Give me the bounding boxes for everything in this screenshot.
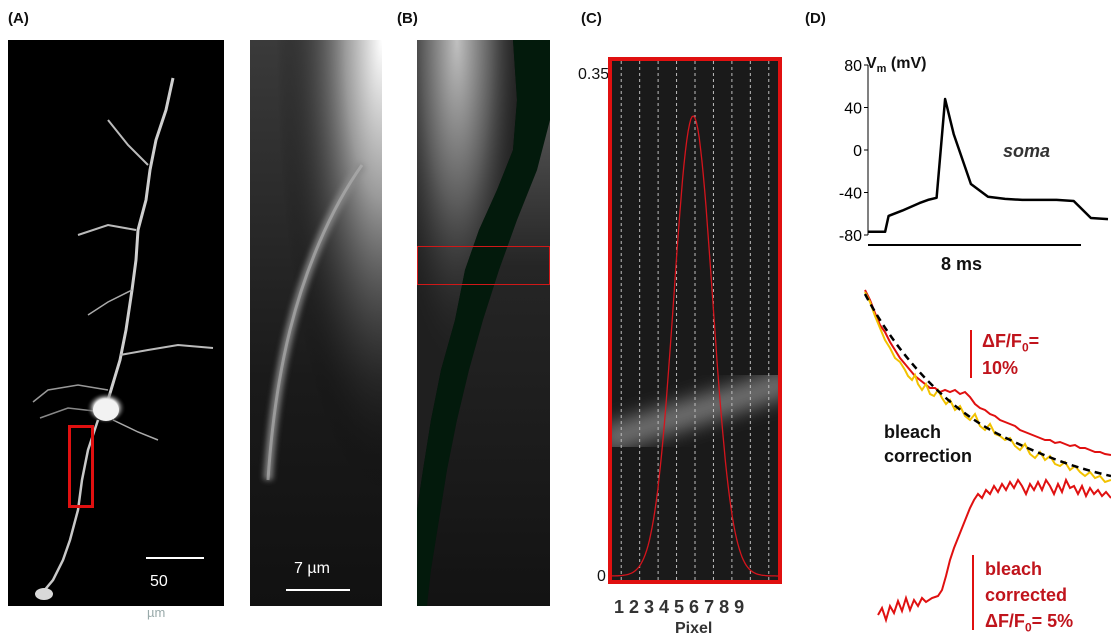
- scale-bar-unit: µm: [147, 605, 166, 620]
- scale-bar-line: [146, 557, 204, 559]
- red-corrected-trace: [877, 477, 1111, 624]
- profile-curve: [612, 115, 778, 577]
- df-top-sub: 0: [1021, 340, 1029, 355]
- red-raw-trace: [864, 289, 1111, 456]
- region-box: [68, 425, 94, 508]
- segmented-image: [417, 40, 550, 606]
- panel-label-b: (B): [397, 10, 418, 27]
- c-ytick-bottom: 0: [597, 568, 606, 585]
- df-top-b: =: [1028, 331, 1040, 351]
- bleach-corrected-label: bleach corrected ΔF/F0= 5%: [985, 556, 1073, 641]
- bleach-correction-label: bleach correction: [884, 420, 972, 468]
- d-ylabel-unit: (mV): [886, 55, 927, 72]
- vm-trace-line: [868, 97, 1109, 234]
- bc-line-3b: = 5%: [1031, 611, 1074, 631]
- bc-line-3sub: 0: [1024, 620, 1032, 635]
- panel-label-d: (D): [805, 10, 826, 27]
- scale-bar-2-line: [286, 589, 350, 591]
- pixel-profile-svg: [612, 61, 778, 580]
- pixel-profile-plot: [608, 57, 782, 584]
- y-tick-label: 80: [844, 58, 862, 75]
- panel-label-c: (C): [581, 10, 602, 27]
- neuron-image: 50: [8, 40, 224, 606]
- panel-label-a: (A): [8, 10, 29, 27]
- c-pixel-ticks: 1 2 3 4 5 6 7 8 9: [614, 597, 745, 617]
- y-tick-label: 0: [853, 143, 862, 160]
- bc-line-3a: ΔF/F: [985, 611, 1025, 631]
- zoomed-dendrite-image: 7 µm: [250, 40, 382, 606]
- bc-line-2: corrected: [985, 585, 1068, 605]
- df-label-top: ΔF/F0= 10%: [982, 331, 1039, 378]
- y-tick-label: -40: [839, 186, 862, 203]
- roi-box: [417, 246, 550, 285]
- bc-line-1: bleach: [985, 559, 1043, 579]
- c-xlabel: Pixel: [675, 620, 713, 637]
- y-tick-label: -80: [839, 228, 862, 245]
- scale-bar-2-label: 7 µm: [294, 560, 330, 577]
- bleach-fit-curve: [863, 293, 1111, 478]
- d-time-label: 8 ms: [941, 254, 983, 274]
- vm-chart: 80 40 0 -40 -80: [839, 58, 1109, 245]
- df-top-a: ΔF/F: [982, 331, 1022, 351]
- correction-word: correction: [884, 446, 973, 466]
- d-trace-label: soma: [1003, 141, 1051, 161]
- neuron-drawing: [32, 77, 214, 600]
- fluorescence-traces: [863, 289, 1111, 630]
- d-time-bar: [868, 244, 1081, 246]
- d-ylabel-sub: m: [876, 63, 887, 76]
- y-tick-label: 40: [844, 101, 862, 118]
- zoomed-dendrite-drawing: [250, 40, 382, 606]
- segmented-drawing: [417, 40, 550, 606]
- c-ytick-top: 0.35: [578, 66, 610, 83]
- d-ylabel: Vm (mV): [866, 55, 926, 75]
- scale-bar-value: 50: [150, 573, 168, 590]
- d-ylabel-main: V: [866, 55, 877, 72]
- df-top-c: 10%: [982, 357, 1019, 378]
- bleach-word: bleach: [884, 422, 942, 442]
